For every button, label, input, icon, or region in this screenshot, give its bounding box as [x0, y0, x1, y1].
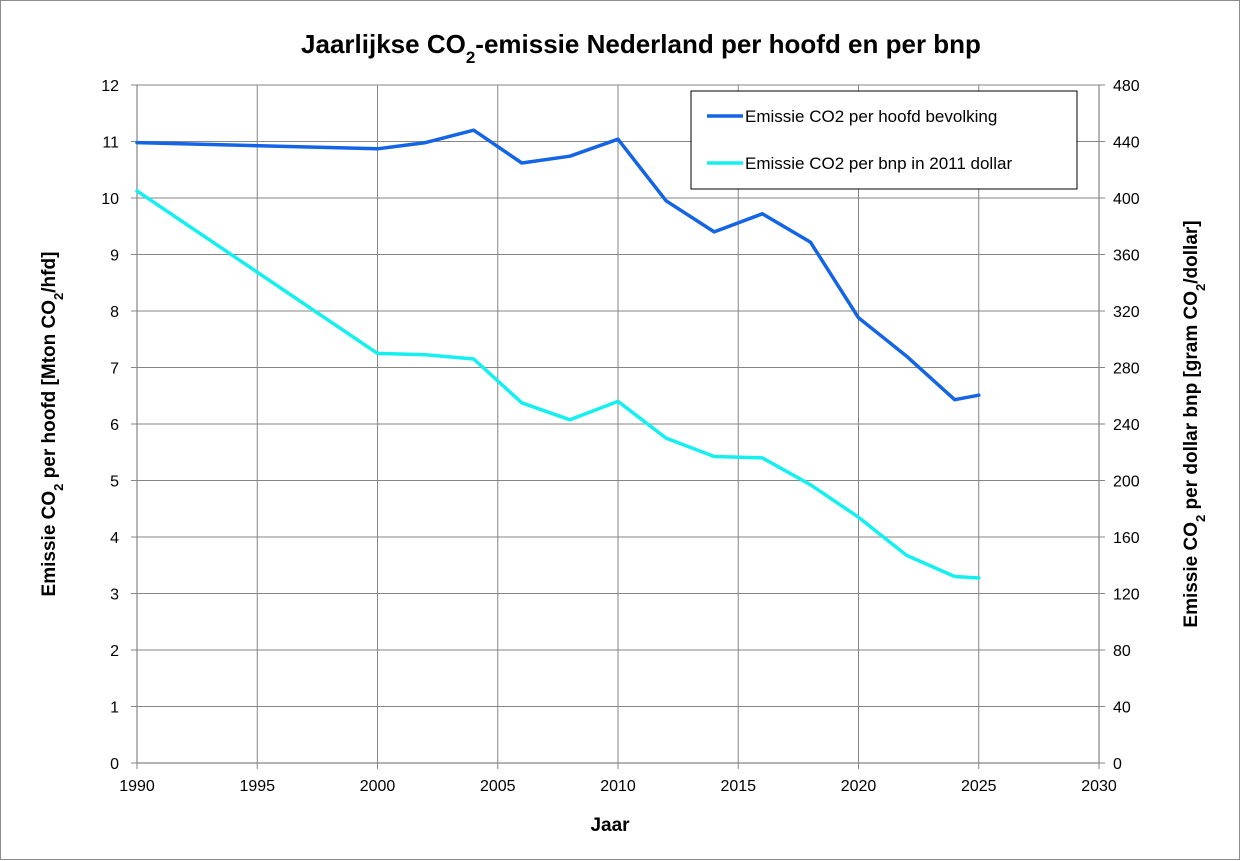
y-left-tick-label: 2 [110, 643, 119, 660]
y-right-tick-label: 240 [1113, 417, 1140, 434]
x-tick-label: 2005 [480, 778, 516, 795]
y-left-tick-label: 5 [110, 474, 119, 491]
y-left-tick-label: 3 [110, 587, 119, 604]
legend-box [690, 90, 1078, 190]
x-tick-label: 1995 [239, 778, 275, 795]
subscript: 2 [1193, 284, 1208, 291]
text-span: /hfd] [39, 252, 60, 293]
y-left-tick-label: 11 [102, 135, 119, 152]
legend-label: Emissie CO2 per bnp in 2011 dollar [745, 154, 1012, 173]
y-axis-right-title: Emissie CO2 per dollar bnp [gram CO2/dol… [1181, 220, 1208, 627]
chart-title: Jaarlijkse CO2-emissie Nederland per hoo… [301, 29, 981, 67]
x-tick-label: 2020 [841, 778, 877, 795]
subscript: 2 [51, 293, 66, 300]
y-right-tick-label: 360 [1113, 248, 1140, 265]
x-tick-label: 2010 [600, 778, 636, 795]
text-span: per hoofd [Mton CO [39, 300, 60, 484]
y-right-tick-label: 400 [1113, 191, 1140, 208]
y-left-tick-label: 8 [110, 304, 119, 321]
y-left-tick-label: 1 [110, 700, 119, 717]
series-line-2 [135, 189, 981, 580]
text-span: per dollar bnp [gram CO [1181, 291, 1202, 515]
y-left-tick-label: 4 [110, 530, 119, 547]
y-left-tick-label: 6 [110, 417, 119, 434]
y-right-tick-label: 160 [1113, 530, 1140, 547]
y-right-tick-label: 0 [1113, 756, 1122, 773]
text-span: Emissie CO [39, 491, 60, 597]
x-axis-title: Jaar [590, 815, 630, 836]
y-left-tick-label: 12 [101, 78, 119, 95]
text-span: /dollar] [1181, 220, 1202, 283]
subscript: 2 [1193, 515, 1208, 522]
y-right-tick-label: 120 [1113, 587, 1140, 604]
y-axis-left-title: Emissie CO2 per hoofd [Mton CO2/hfd] [39, 252, 66, 597]
x-tick-label: 2000 [360, 778, 396, 795]
text-span: Emissie CO [1181, 522, 1202, 628]
subscript: 2 [51, 484, 66, 491]
series-line-1 [135, 128, 981, 402]
y-right-tick-label: 440 [1113, 135, 1140, 152]
y-left-tick-label: 7 [110, 361, 119, 378]
x-tick-label: 2030 [1081, 778, 1117, 795]
y-right-tick-label: 480 [1113, 78, 1140, 95]
text-span: Jaarlijkse CO [301, 29, 466, 59]
legend-label: Emissie CO2 per hoofd bevolking [745, 107, 997, 126]
y-right-tick-label: 320 [1113, 304, 1140, 321]
y-left-tick-label: 0 [110, 756, 119, 773]
y-left-tick-label: 10 [101, 191, 119, 208]
y-right-tick-label: 80 [1113, 643, 1131, 660]
text-span: -emissie Nederland per hoofd en per bnp [475, 29, 981, 59]
x-tick-label: 1990 [119, 778, 155, 795]
y-right-tick-label: 280 [1113, 361, 1140, 378]
x-tick-label: 2025 [961, 778, 997, 795]
x-tick-label: 2015 [720, 778, 756, 795]
y-right-tick-label: 200 [1113, 474, 1140, 491]
y-right-tick-label: 40 [1113, 700, 1131, 717]
y-left-tick-label: 9 [110, 248, 119, 265]
subscript: 2 [466, 48, 475, 67]
